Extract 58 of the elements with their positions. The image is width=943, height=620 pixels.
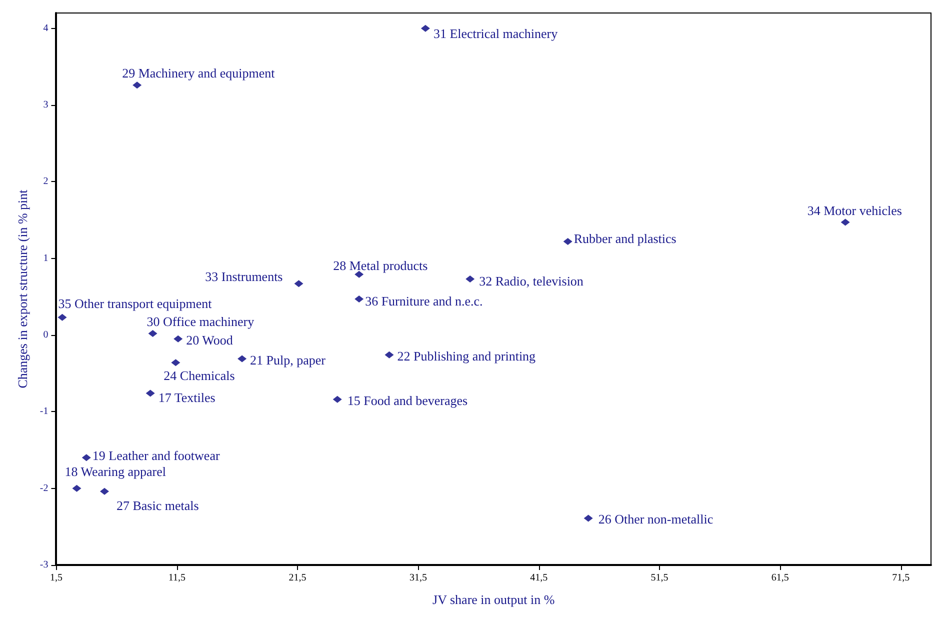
x-tick-label: 61,5 — [771, 572, 789, 584]
annotation: 31 Electrical machinery — [433, 26, 558, 41]
annotation: 33 Instruments — [205, 269, 283, 284]
point — [72, 484, 82, 492]
y-tick-label: -2 — [40, 482, 48, 494]
point — [840, 218, 850, 226]
annotation: 26 Other non-metallic — [598, 512, 714, 527]
y-tick-label: 0 — [43, 330, 48, 340]
point — [294, 280, 304, 288]
point — [332, 396, 342, 403]
point — [384, 351, 394, 358]
annotation: 24 Chemicals — [164, 368, 235, 384]
y-tick-label: 1 — [43, 252, 48, 264]
annotation: 20 Wood — [186, 332, 234, 348]
annotation: 28 Metal products — [333, 258, 428, 273]
x-tick-label: 1,5 — [50, 572, 62, 584]
annotation: 36 Furniture and n.e.c. — [365, 293, 483, 308]
annotation: 17 Textiles — [158, 390, 216, 405]
annotation: 21 Pulp, paper — [250, 352, 326, 368]
y-tick-label: 2 — [43, 176, 48, 188]
x-tick-label: 11,5 — [168, 572, 186, 584]
point — [354, 295, 364, 302]
y-tick-label: -1 — [40, 406, 48, 418]
point — [174, 335, 183, 342]
y-tick-label: 3 — [43, 100, 48, 110]
annotation: 19 Leather and footwear — [92, 448, 220, 464]
point — [82, 454, 91, 462]
point — [146, 390, 155, 397]
annotation: 30 Office machinery — [146, 314, 255, 329]
annotation: 27 Basic metals — [116, 498, 199, 513]
point — [148, 330, 158, 337]
y-tick-label: -3 — [40, 560, 48, 570]
point — [238, 355, 247, 362]
annotation: 29 Machinery and equipment — [122, 66, 276, 81]
x-tick-label: 21,5 — [288, 572, 306, 584]
point — [584, 514, 593, 522]
y-axis-title: Changes in export structure (in % pint — [15, 189, 30, 388]
annotation: 34 Motor vehicles — [807, 202, 902, 218]
point — [100, 488, 109, 495]
point — [563, 238, 572, 245]
y-tick-label: 4 — [43, 22, 48, 34]
x-tick-label: 71,5 — [892, 572, 910, 584]
annotation: 22 Publishing and printing — [397, 348, 536, 364]
x-tick-label: 31,5 — [409, 572, 427, 584]
annotation: 18 Wearing apparel — [64, 464, 166, 479]
point — [354, 270, 364, 278]
point — [171, 359, 180, 366]
x-tick-label: 41,5 — [530, 572, 548, 584]
annotation: 15 Food and beverages — [347, 392, 468, 408]
annotation: 32 Radio, television — [479, 274, 584, 289]
point — [466, 276, 475, 283]
point — [132, 82, 142, 89]
x-tick-label: 51,5 — [650, 572, 668, 584]
point — [420, 24, 430, 32]
annotation: 35 Other transport equipment — [58, 296, 212, 311]
point — [58, 314, 67, 321]
x-axis-title: JV share in output in % — [432, 592, 555, 607]
annotation: Rubber and plastics — [574, 230, 676, 246]
